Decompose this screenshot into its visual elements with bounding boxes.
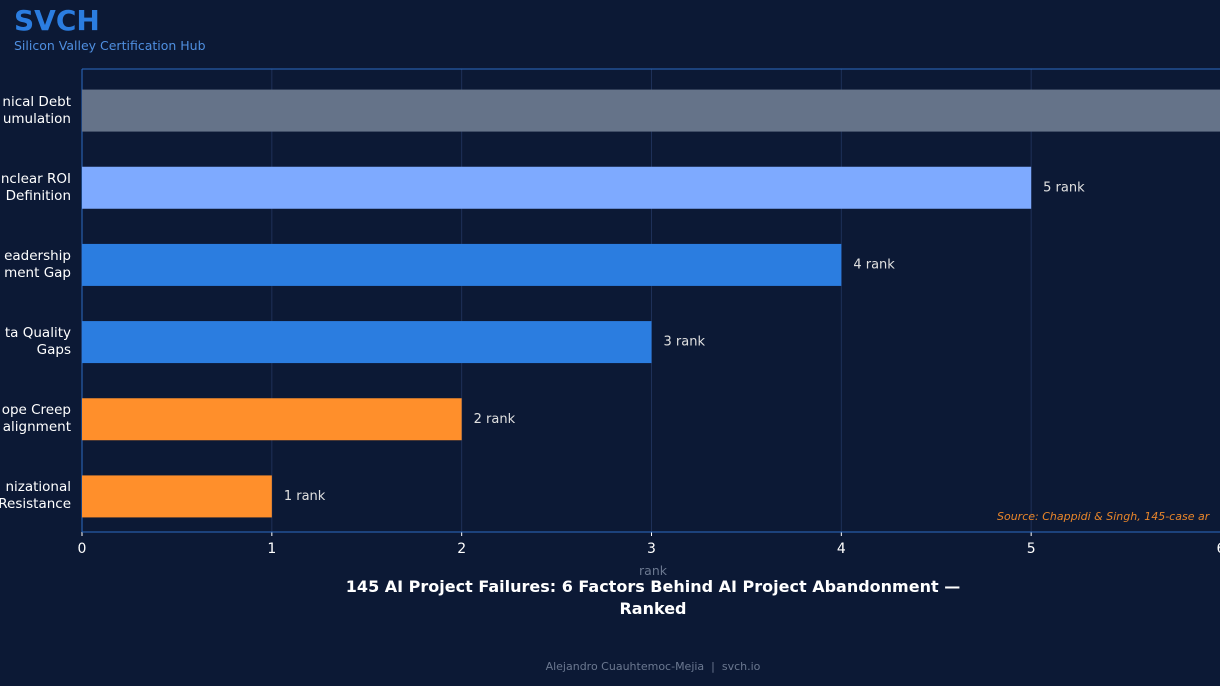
bar bbox=[82, 398, 462, 441]
value-label: 3 rank bbox=[664, 335, 706, 350]
x-tick-label: 3 bbox=[647, 541, 656, 557]
y-tick-label: nclear ROI Definition bbox=[0, 170, 71, 204]
y-tick-label: ta Quality Gaps bbox=[4, 325, 71, 359]
value-label: 5 rank bbox=[1043, 180, 1085, 195]
x-tick-label: 5 bbox=[1027, 541, 1036, 557]
bar bbox=[82, 243, 842, 286]
x-axis-label: rank bbox=[639, 563, 667, 578]
chart-title: 145 AI Project Failures: 6 Factors Behin… bbox=[345, 577, 961, 618]
value-label: 2 rank bbox=[474, 412, 516, 427]
x-tick-label: 1 bbox=[267, 541, 276, 557]
x-tick-label: 2 bbox=[457, 541, 466, 557]
brand-subtitle: Silicon Valley Certification Hub bbox=[14, 38, 206, 53]
value-label: 4 rank bbox=[853, 257, 895, 272]
value-label: 1 rank bbox=[284, 489, 326, 504]
bar bbox=[82, 89, 1220, 132]
footer: Alejandro Cuauhtemoc-Mejia | svch.io bbox=[545, 660, 761, 673]
bar bbox=[82, 166, 1032, 209]
y-tick-label: ope Creep alignment bbox=[1, 402, 71, 436]
bar bbox=[82, 475, 272, 518]
annotation: Source: Chappidi & Singh, 145-case ar bbox=[997, 510, 1210, 523]
bar bbox=[82, 321, 652, 364]
y-tick-label: nizational Resistance bbox=[0, 479, 71, 513]
y-tick-label: nical Debt umulation bbox=[2, 93, 71, 127]
x-tick-label: 4 bbox=[837, 541, 846, 557]
brand: SVCH bbox=[14, 4, 100, 37]
y-tick-label: eadership ment Gap bbox=[4, 247, 71, 281]
x-tick-label: 0 bbox=[78, 541, 87, 557]
x-tick-label: 6 bbox=[1217, 541, 1220, 557]
